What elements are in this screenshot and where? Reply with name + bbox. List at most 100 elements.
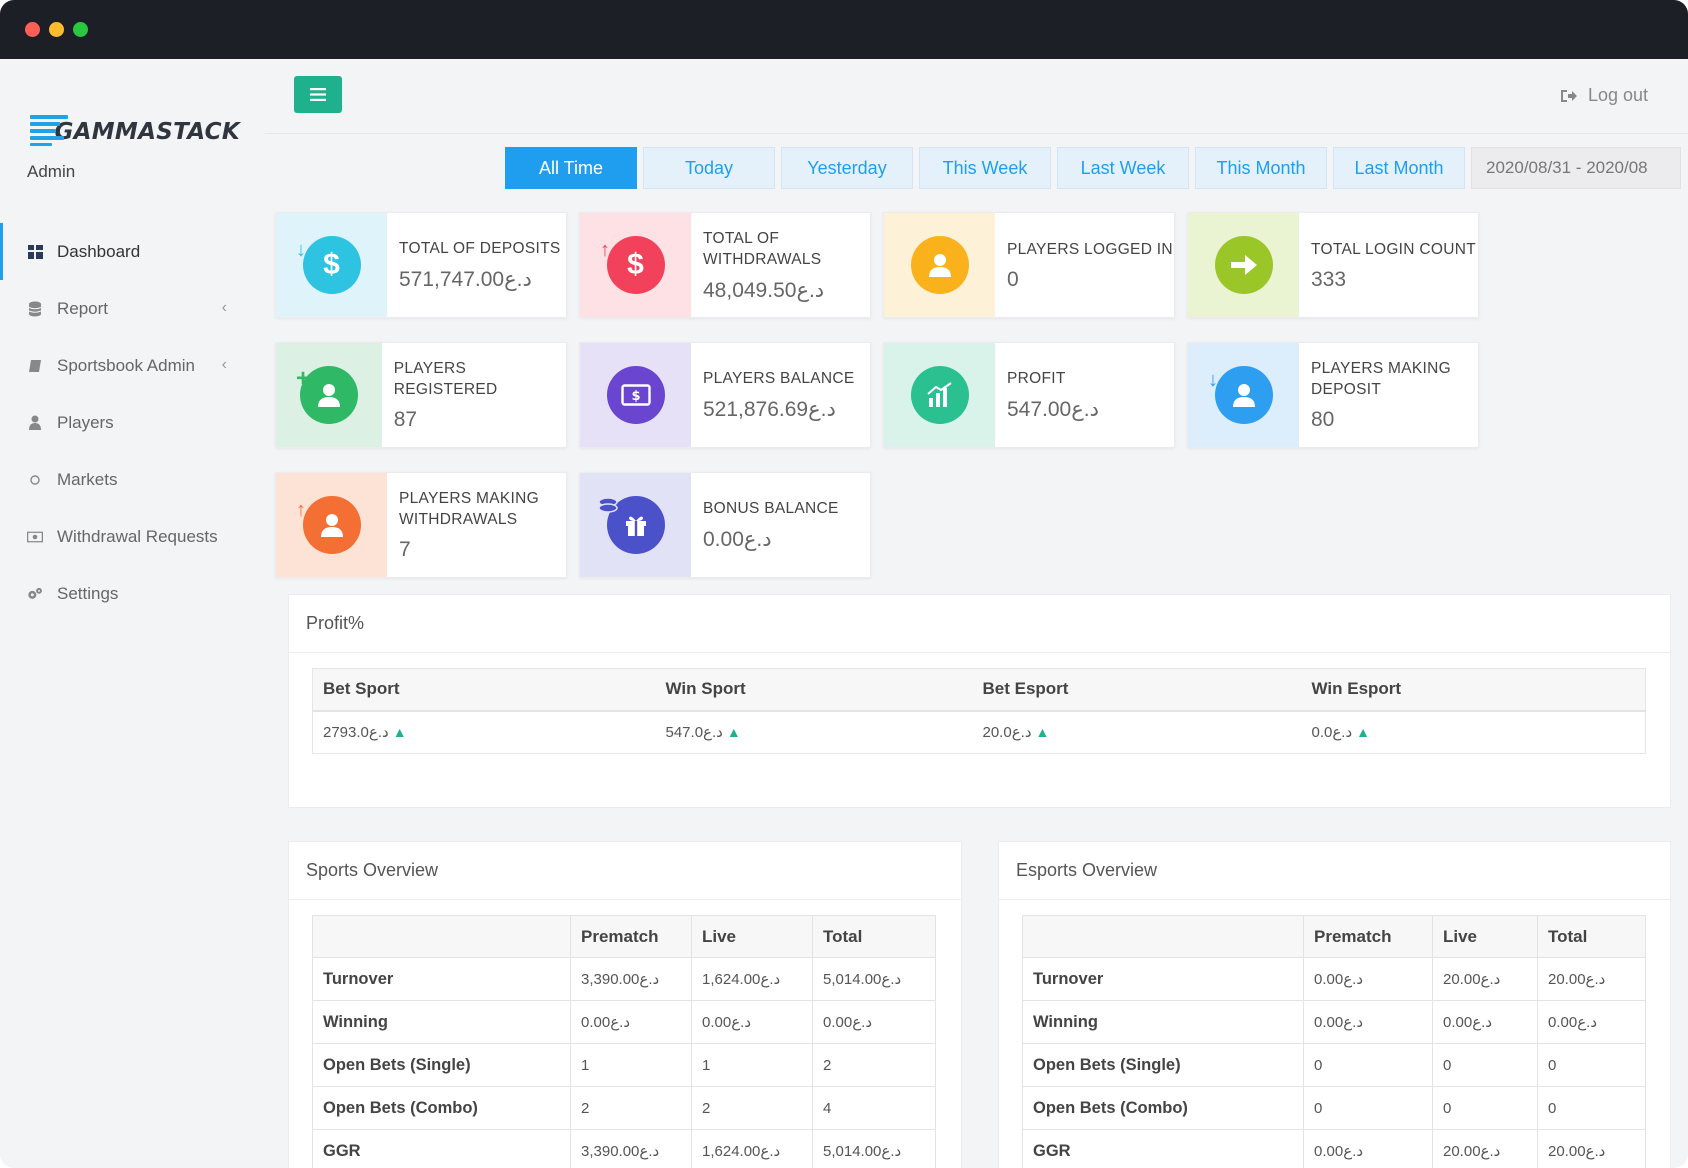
stat-card-bonus-balance: BONUS BALANCE 0.00د.ع (579, 472, 871, 578)
table-cell: 20.0د.ع ▲ (972, 710, 1302, 754)
sidebar-item-label: Dashboard (57, 241, 141, 261)
circle-icon (27, 472, 43, 488)
profit-table: Bet Sport Win Sport Bet Esport Win Espor… (312, 668, 1646, 754)
user-icon (1214, 366, 1273, 424)
esports-overview-title: Esports Overview (999, 842, 1670, 900)
chevron-left-icon: ‹ (221, 299, 227, 316)
hamburger-menu-button[interactable] (294, 76, 342, 113)
table-header: Prematch (570, 915, 692, 958)
sidebar-item-label: Sportsbook Admin (57, 355, 195, 375)
esports-overview-panel: Esports Overview Prematch Live Total Tur… (998, 841, 1671, 1168)
table-row: Turnover 0.00د.ع 20.00د.ع 20.00د.ع (1022, 957, 1646, 1001)
stat-card-players-registered: + PLAYERS REGISTERED 87 (275, 342, 567, 448)
table-cell: 2793.0د.ع ▲ (312, 710, 656, 754)
brand-name: GAMMASTACK (54, 119, 240, 145)
card-label: PLAYERS LOGGED IN (1007, 240, 1173, 258)
brand-logo[interactable]: GAMMASTACK (30, 109, 240, 149)
sidebar-item-label: Players (57, 412, 114, 432)
logout-label: Log out (1587, 85, 1648, 105)
row-header-cell: GGR (312, 1129, 571, 1168)
table-cell: 3,390.00د.ع (570, 1129, 692, 1168)
row-header-cell: Open Bets (Combo) (1022, 1086, 1304, 1130)
table-row: Turnover 3,390.00د.ع 1,624.00د.ع 5,014.00د.… (312, 957, 936, 1001)
filter-all-time-button[interactable]: All Time (505, 147, 637, 189)
plus-icon: + (296, 365, 311, 392)
table-cell: 547.0د.ع ▲ (655, 710, 973, 754)
table-header-row: Bet Sport Win Sport Bet Esport Win Espor… (312, 668, 1646, 712)
sidebar-item-players[interactable]: Players (0, 394, 265, 451)
card-label: PLAYERS MAKING DEPOSIT (1311, 360, 1452, 398)
table-cell: 0 (1303, 1043, 1433, 1087)
stat-card-total-withdrawals: $ ↑ TOTAL OF WITHDRAWALS 48,049.50د.ع (579, 212, 871, 318)
table-cell: 2 (691, 1086, 813, 1130)
filter-last-week-button[interactable]: Last Week (1057, 147, 1189, 189)
money-icon (27, 529, 43, 545)
profit-panel: Profit% Bet Sport Win Sport Bet Esport W… (288, 594, 1671, 808)
sidebar-item-dashboard[interactable]: Dashboard (0, 223, 265, 280)
stat-card-players-making-withdrawals: ↑ PLAYERS MAKING WITHDRAWALS 7 (275, 472, 567, 578)
trend-up-icon: ▲ (1356, 724, 1371, 741)
table-row: Open Bets (Combo) 2 2 4 (312, 1086, 936, 1130)
card-value: 547.00د.ع (1007, 398, 1099, 421)
chevron-left-icon: ‹ (221, 356, 227, 373)
table-cell: 20.00د.ع (1432, 1129, 1538, 1168)
win-esport-value: 0.0د.ع (1311, 724, 1353, 742)
table-row: 2793.0د.ع ▲ 547.0د.ع ▲ 20.0د.ع ▲ 0.0د.ع ▲ (312, 710, 1646, 754)
filter-today-button[interactable]: Today (643, 147, 775, 189)
row-header-cell: Open Bets (Combo) (312, 1086, 571, 1130)
sidebar-item-markets[interactable]: Markets (0, 451, 265, 508)
sidebar-item-settings[interactable]: Settings (0, 565, 265, 622)
arrow-up-icon: ↑ (600, 239, 610, 261)
arrow-up-icon: ↑ (296, 499, 306, 521)
stat-card-total-login-count: TOTAL LOGIN COUNT 333 (1187, 212, 1479, 318)
card-label: PLAYERS BALANCE (703, 370, 855, 387)
sidebar-item-label: Report (57, 298, 109, 318)
logout-button[interactable]: Log out (1560, 85, 1648, 106)
maximize-window-button[interactable] (73, 22, 88, 37)
card-value: 333 (1311, 267, 1347, 291)
card-label: TOTAL OF DEPOSITS (399, 240, 561, 257)
sports-overview-title: Sports Overview (289, 842, 961, 900)
table-cell: 0.00د.ع (812, 1000, 936, 1044)
table-header (1022, 915, 1304, 958)
table-row: Open Bets (Combo) 0 0 0 (1022, 1086, 1646, 1130)
table-header: Live (691, 915, 813, 958)
filter-this-month-button[interactable]: This Month (1195, 147, 1327, 189)
sidebar-item-withdrawal-requests[interactable]: Withdrawal Requests (0, 508, 265, 565)
table-cell: 0.00د.ع (1303, 1000, 1433, 1044)
dollar-icon: $ (606, 236, 665, 294)
table-cell: 0.00د.ع (1537, 1000, 1646, 1044)
svg-text:$: $ (631, 389, 640, 404)
filter-yesterday-button[interactable]: Yesterday (781, 147, 913, 189)
sidebar-item-label: Markets (57, 469, 118, 489)
table-header: Bet Esport (972, 668, 1302, 712)
arrow-down-icon: ↓ (1208, 369, 1218, 391)
close-window-button[interactable] (25, 22, 40, 37)
dollar-icon: $ (302, 236, 361, 294)
minimize-window-button[interactable] (49, 22, 64, 37)
date-range-input[interactable]: 2020/08/31 - 2020/08 (1471, 147, 1681, 189)
card-label: PLAYERS REGISTERED (393, 360, 498, 398)
table-row: Open Bets (Single) 0 0 0 (1022, 1043, 1646, 1087)
card-value: 48,049.50د.ع (703, 278, 825, 302)
filter-this-week-button[interactable]: This Week (919, 147, 1051, 189)
table-cell: 1,624.00د.ع (691, 1129, 813, 1168)
table-cell: 0.00د.ع (1303, 957, 1433, 1001)
profit-title: Profit% (289, 595, 1670, 653)
filter-last-month-button[interactable]: Last Month (1333, 147, 1465, 189)
table-cell: 0.00د.ع (1303, 1129, 1433, 1168)
sidebar-item-report[interactable]: Report ‹ (0, 280, 265, 337)
stat-card-players-balance: $ PLAYERS BALANCE 521,876.69د.ع (579, 342, 871, 448)
table-header-row: Prematch Live Total (1022, 915, 1646, 958)
table-cell: 20.00د.ع (1537, 1129, 1646, 1168)
row-header-cell: GGR (1022, 1129, 1304, 1168)
table-header-row: Prematch Live Total (312, 915, 936, 958)
sidebar-item-sportsbook-admin[interactable]: Sportsbook Admin ‹ (0, 337, 265, 394)
card-value: 0 (1007, 267, 1019, 291)
table-cell: 0 (1303, 1086, 1433, 1130)
window-titlebar (0, 0, 1688, 59)
bar-chart-icon (910, 366, 969, 424)
table-cell: 5,014.00د.ع (812, 1129, 936, 1168)
esports-overview-table: Prematch Live Total Turnover 0.00د.ع 20.00… (1022, 915, 1646, 1168)
